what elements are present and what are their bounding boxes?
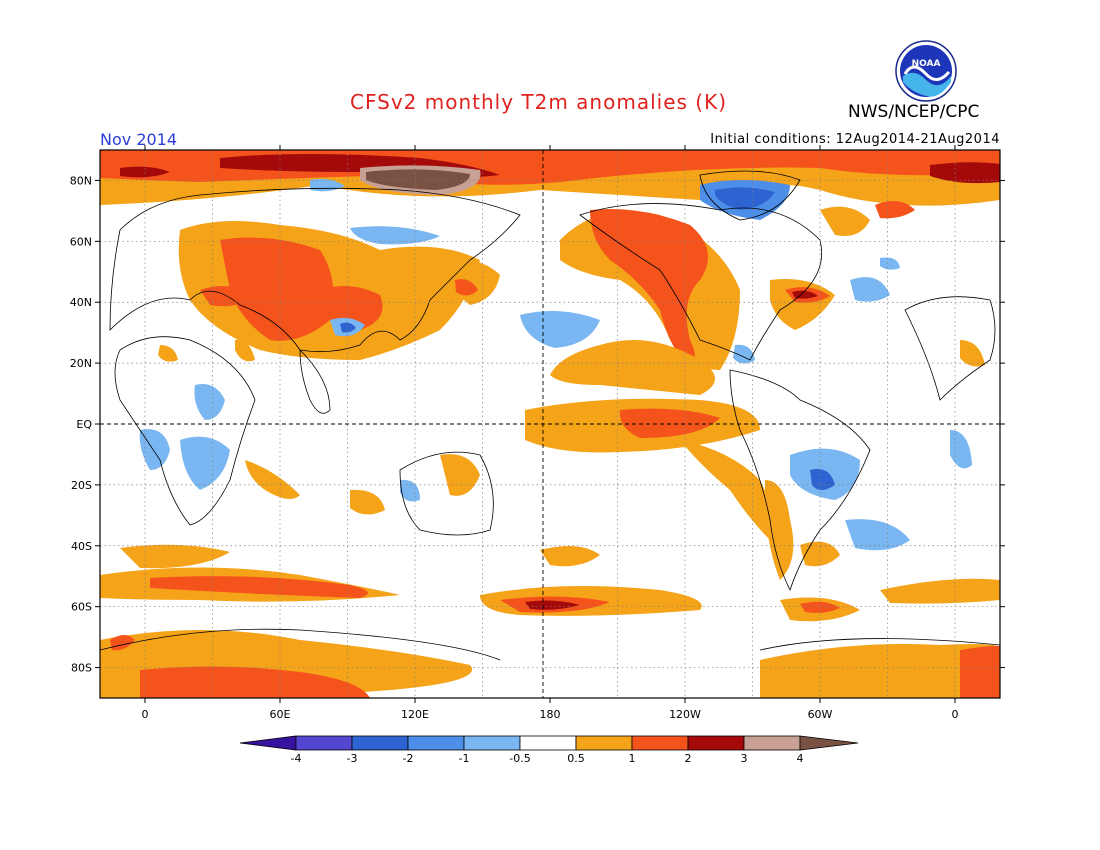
- colorbar-swatch: [743, 735, 801, 751]
- colorbar-swatch: [687, 735, 745, 751]
- lat-label: 20S: [71, 479, 92, 492]
- coastlines: [100, 170, 1000, 661]
- colorbar-label: -0.5: [509, 752, 530, 765]
- colorbar-swatch: [519, 735, 577, 751]
- colorbar-swatch: [631, 735, 689, 751]
- colorbar-label: -4: [291, 752, 302, 765]
- lat-label: 60S: [71, 601, 92, 614]
- colorbar-swatch: [351, 735, 409, 751]
- map-axes: 80N 60N 40N 20N EQ 20S 40S 60S 80S 0 60E 120E 180 120…: [70, 145, 1005, 721]
- agency-label: NWS/NCEP/CPC: [848, 102, 980, 122]
- lon-label: 180: [540, 708, 561, 721]
- lat-label: 60N: [70, 235, 92, 248]
- lat-label: 80S: [71, 662, 92, 675]
- lon-label: 0: [142, 708, 149, 721]
- chart-title: CFSv2 monthly T2m anomalies (K): [350, 90, 727, 114]
- lon-label: 120W: [669, 708, 701, 721]
- lon-label: 0: [952, 708, 959, 721]
- lat-label: 20N: [70, 357, 92, 370]
- colorbar-label: -3: [347, 752, 358, 765]
- lat-label: 80N: [70, 174, 92, 187]
- initial-conditions: Initial conditions: 12Aug2014-21Aug2014: [710, 132, 1000, 147]
- colorbar-label: 3: [741, 752, 748, 765]
- lon-label: 120E: [401, 708, 429, 721]
- lon-label: 60E: [270, 708, 291, 721]
- lon-label: 60W: [808, 708, 833, 721]
- colorbar-label: 0.5: [567, 752, 585, 765]
- noaa-logo-icon: NOAA: [895, 40, 957, 102]
- graticule: [100, 150, 1000, 698]
- colorbar: -4 -3 -2 -1 -0.5 0.5 1 2 3 4: [239, 735, 859, 765]
- colorbar-swatch: [463, 735, 521, 751]
- colorbar-swatch: [575, 735, 633, 751]
- colorbar-label: 2: [685, 752, 692, 765]
- forecast-month: Nov 2014: [100, 130, 178, 149]
- lat-label: EQ: [76, 418, 92, 431]
- colorbar-label: -2: [403, 752, 414, 765]
- colorbar-label: 1: [629, 752, 636, 765]
- colorbar-label: 4: [797, 752, 804, 765]
- lat-label: 40S: [71, 540, 92, 553]
- colorbar-swatch: [295, 735, 353, 751]
- colorbar-arrow-high: [799, 735, 859, 751]
- colorbar-label: -1: [459, 752, 470, 765]
- colorbar-arrow-low: [239, 735, 297, 751]
- logo-text: NOAA: [912, 59, 941, 69]
- colorbar-swatch: [407, 735, 465, 751]
- lat-label: 40N: [70, 296, 92, 309]
